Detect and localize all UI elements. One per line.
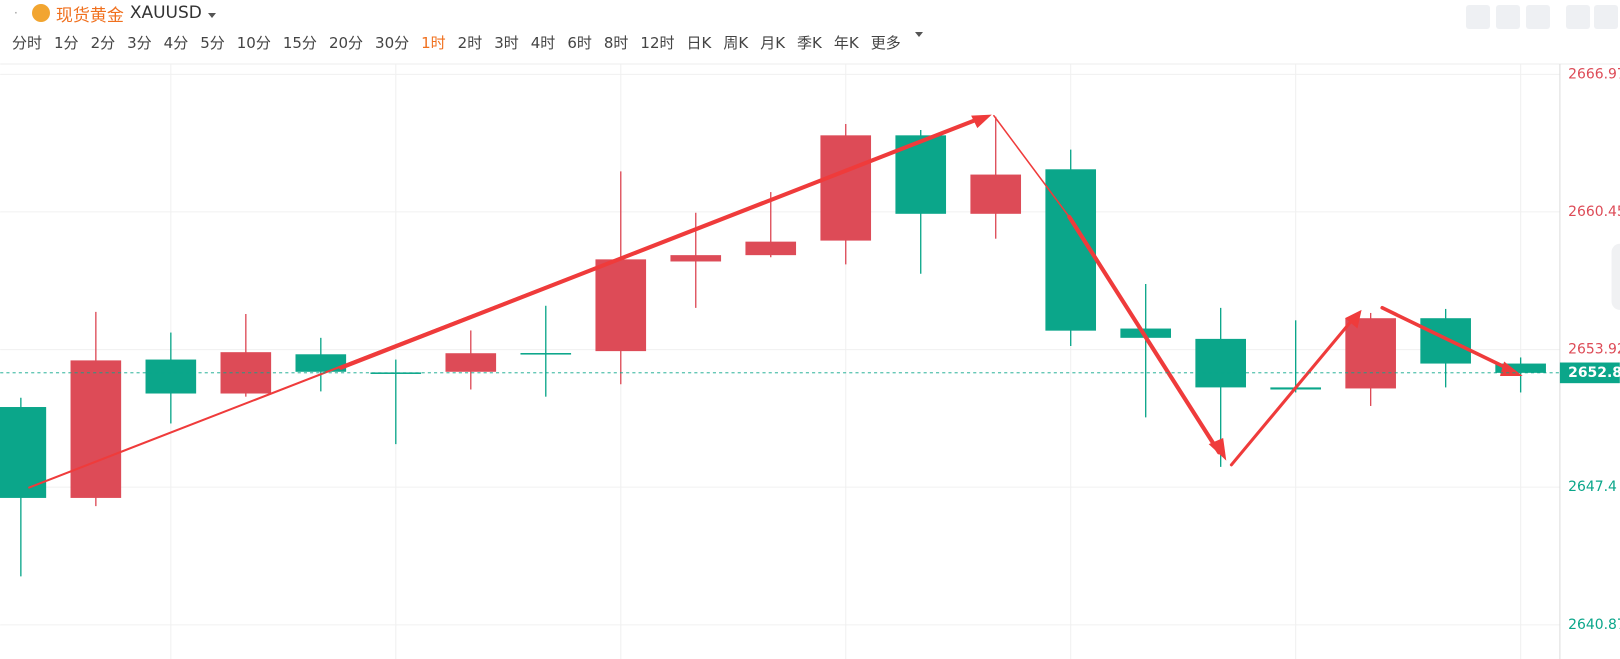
interval-option[interactable]: 3时 [494, 34, 519, 52]
dropdown-caret [207, 12, 216, 18]
arrow-head [1499, 361, 1523, 376]
candle-body [595, 259, 647, 352]
arrow-head [1208, 437, 1227, 461]
candle-body [520, 353, 572, 355]
interval-option[interactable]: 15分 [282, 34, 317, 52]
trend-line [993, 114, 1071, 218]
trend-line [1380, 306, 1513, 372]
candle-body [970, 174, 1022, 214]
interval-option[interactable]: 20分 [328, 34, 364, 52]
candle-body [145, 359, 197, 394]
interval-option[interactable]: 12时 [640, 34, 675, 52]
interval-option[interactable]: 1分 [54, 34, 79, 52]
indicator-button[interactable] [1466, 5, 1490, 29]
last-price-box [1559, 362, 1620, 384]
interval-option[interactable]: 周K [723, 34, 749, 52]
candle-body [1420, 318, 1471, 364]
interval-option[interactable]: 日K [686, 34, 712, 52]
trend-line [338, 115, 984, 370]
symbol-name: 现货黄金 [55, 5, 124, 26]
interval-bar: 分时 1分 2分 3分 4分 5分 10分 15分 20分 30分 1时 2时 3时 4时 6时 8时 12时日… [12, 32, 923, 54]
y-tick-label: 2660.45 [1568, 204, 1620, 220]
interval-option[interactable]: 2分 [90, 34, 116, 52]
y-tick-label: 2640.87 [1568, 617, 1620, 633]
toolbar: · 现货黄金 XAUUSD 分时 1分 2分 3分 4分 5分 10分 15分 20分 30分 1时… [0, 0, 1620, 64]
draw-button[interactable] [1496, 5, 1520, 29]
interval-option[interactable]: 4时 [530, 34, 556, 52]
candle-body [1495, 363, 1546, 373]
interval-option[interactable]: 2时 [457, 34, 483, 52]
candle-body [820, 135, 872, 241]
fullscreen-button[interactable] [1566, 5, 1590, 29]
interval-option[interactable]: 4分 [163, 34, 189, 52]
symbol-icon [31, 4, 50, 22]
dropdown-caret [914, 32, 923, 37]
interval-option[interactable]: 10分 [236, 34, 271, 52]
trend-line [1229, 314, 1357, 467]
symbol-code: XAUUSD [129, 3, 202, 23]
interval-option[interactable]: 季K [797, 34, 822, 52]
candle-body [670, 255, 722, 262]
grid [0, 64, 1560, 659]
candle-body [1120, 328, 1172, 338]
trend-line [1067, 214, 1222, 455]
price-axis: 2666.97 2660.45 2653.92 2647.4 2640.87 2652.8… [0, 66, 1620, 633]
interval-option[interactable]: 分时 [12, 34, 43, 52]
interval-option[interactable]: 3分 [127, 34, 152, 52]
candle-body [370, 372, 422, 374]
arrow-head [1345, 309, 1362, 329]
interval-option[interactable]: 月K [760, 34, 786, 52]
chart-type-button[interactable] [1526, 5, 1550, 29]
candle-body [1195, 338, 1246, 388]
interval-option[interactable]: 1时 [421, 34, 446, 52]
interval-option[interactable]: 年K [833, 34, 859, 52]
last-price-label: 2652.82 [1568, 365, 1620, 381]
candle-body [70, 360, 122, 498]
candle-body [1345, 318, 1396, 389]
interval-option[interactable]: 更多 [870, 34, 901, 52]
candles [0, 116, 1546, 577]
interval-option[interactable]: 5分 [200, 34, 225, 52]
y-tick-label: 2653.92 [1568, 342, 1620, 358]
candle-body [445, 353, 497, 372]
candle-body [295, 354, 347, 372]
side-panel-tab[interactable] [1611, 243, 1620, 310]
interval-option[interactable]: 6时 [567, 34, 592, 52]
dot: · [14, 6, 18, 20]
annotations [28, 114, 1523, 489]
interval-option[interactable]: 30分 [375, 34, 410, 52]
candle-body [745, 241, 797, 256]
interval-option[interactable]: 8时 [603, 34, 629, 52]
symbol-selector[interactable]: · 现货黄金 XAUUSD [14, 1, 216, 26]
candle-body [0, 407, 47, 498]
close-button[interactable] [1594, 5, 1618, 29]
y-tick-label: 2647.4 [1568, 479, 1617, 495]
y-tick-label: 2666.97 [1568, 66, 1620, 82]
